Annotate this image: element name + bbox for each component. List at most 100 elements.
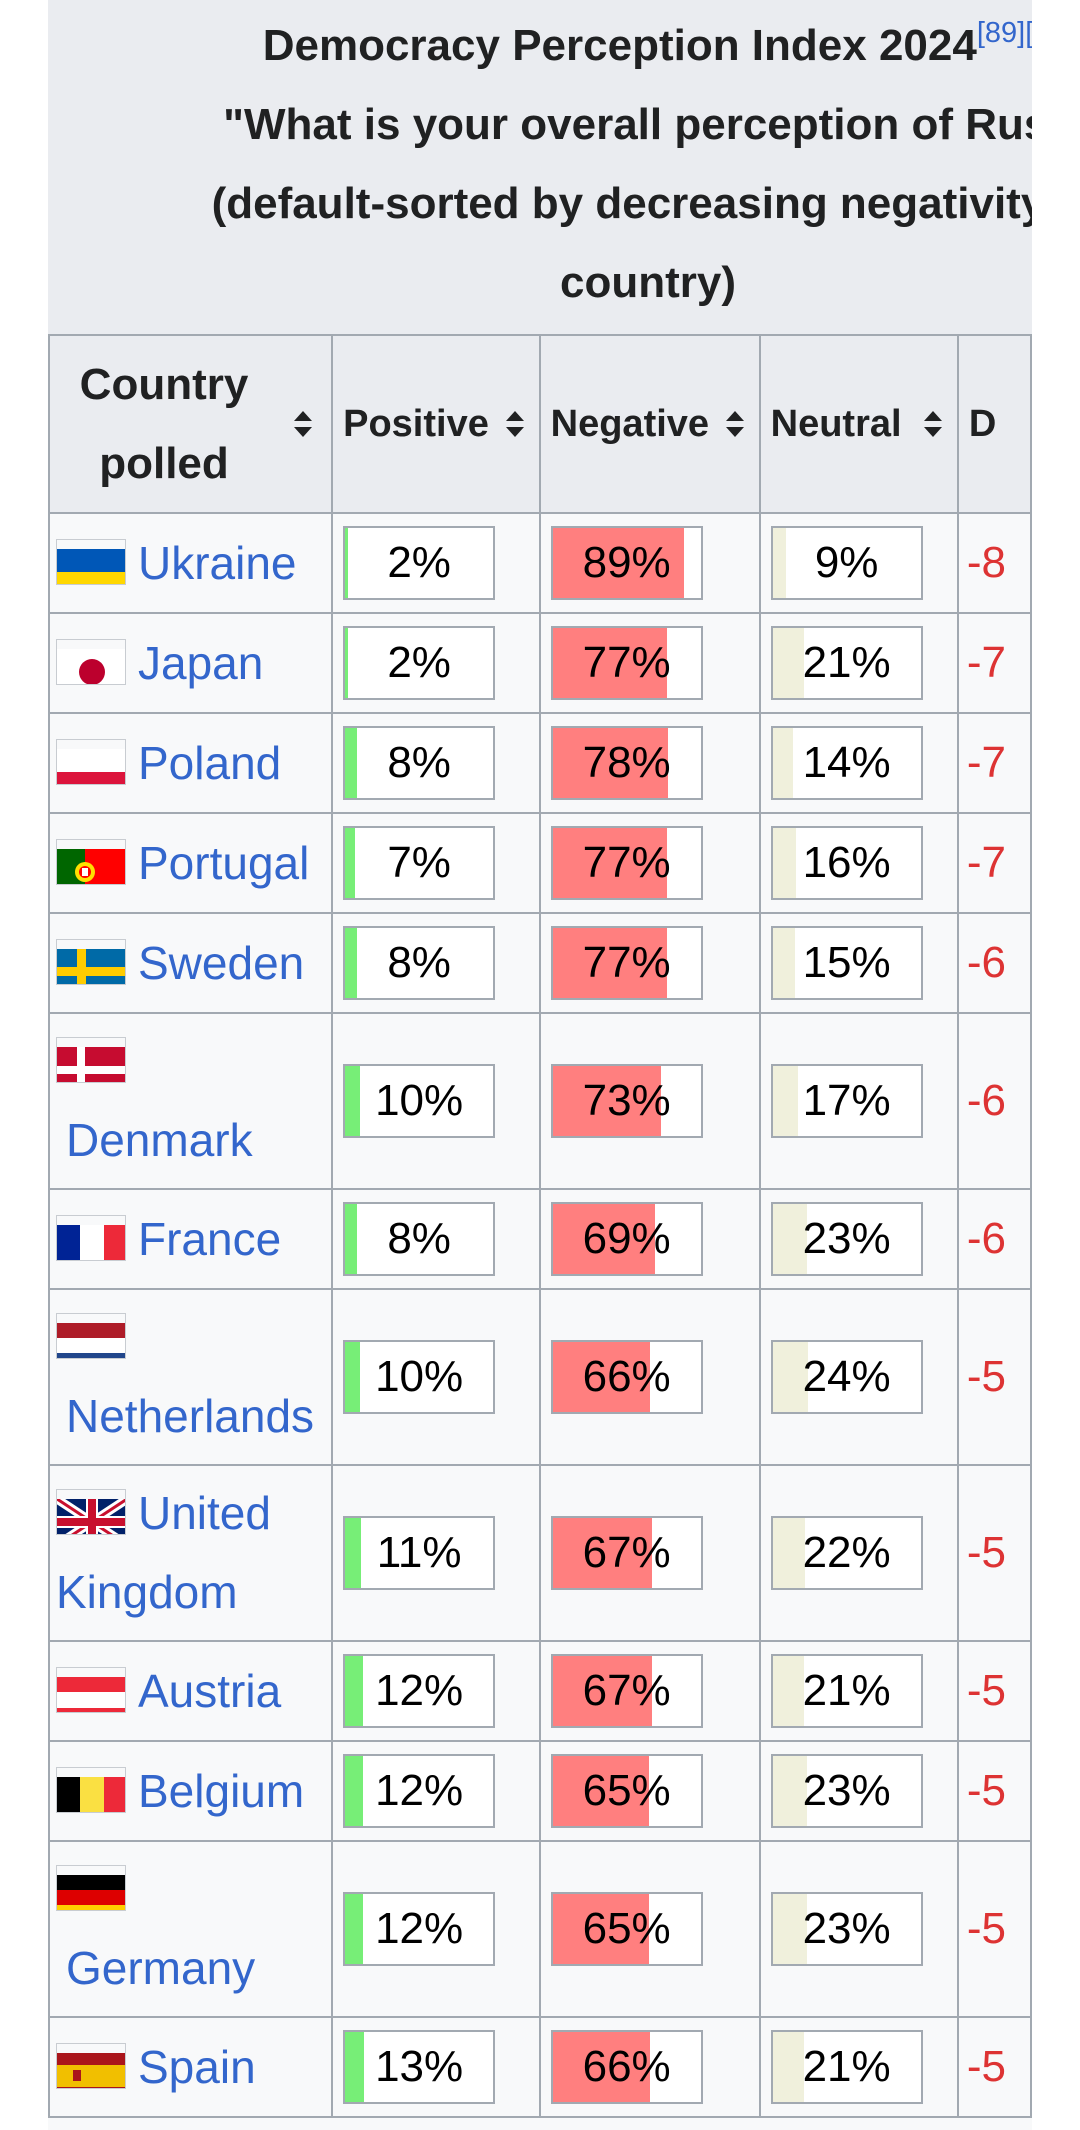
spain-flag-icon (56, 2042, 126, 2089)
country-cell: Sweden (48, 912, 334, 1014)
negative-bar: 67% (550, 1516, 703, 1590)
positive-bar-fill (345, 828, 356, 898)
neutral-percent: 21% (802, 638, 891, 687)
positive-bar: 10% (343, 1340, 496, 1414)
caption-reference[interactable]: [89][ (976, 17, 1032, 49)
neutral-cell: 16% (758, 812, 959, 914)
germany-flag-icon (56, 1865, 126, 1911)
header-country-label: Country polled (79, 360, 249, 488)
neutral-bar: 17% (770, 1064, 923, 1138)
header-negative[interactable]: Negative (538, 334, 761, 514)
neutral-bar-fill (772, 1066, 798, 1136)
neutral-bar-fill (772, 1518, 806, 1588)
negative-percent: 66% (582, 1352, 671, 1401)
positive-bar-fill (345, 1204, 357, 1274)
sort-arrows-icon[interactable] (923, 411, 943, 437)
table-row: United Kingdom 11% 67% 22% -5 (48, 1464, 1032, 1642)
ukraine-flag-icon (56, 538, 126, 585)
neutral-bar-fill (772, 1894, 807, 1964)
country-link[interactable]: France (138, 1212, 282, 1265)
country-cell: United Kingdom (48, 1464, 334, 1642)
negative-bar-fill (552, 628, 667, 698)
country-link[interactable]: Portugal (138, 836, 310, 889)
table-row: Germany 12% 65% 23% -5 (48, 1840, 1032, 2018)
neutral-percent: 9% (814, 538, 879, 587)
negative-percent: 73% (582, 1076, 671, 1125)
table-row: Japan 2% 77% 21% -7 (48, 612, 1032, 714)
positive-cell: 10% (331, 1288, 541, 1466)
neutral-percent: 24% (802, 1352, 891, 1401)
positive-percent: 12% (375, 1666, 464, 1715)
sort-arrows-icon[interactable] (725, 411, 745, 437)
positive-bar-fill (345, 1756, 363, 1826)
country-link[interactable]: Belgium (138, 1764, 305, 1817)
neutral-bar-fill (772, 2032, 804, 2102)
country-link[interactable]: Denmark (66, 1114, 253, 1166)
sort-arrows-icon[interactable] (293, 411, 313, 437)
table-row: France 8% 69% 23% -6 (48, 1188, 1032, 1290)
negative-percent: 77% (582, 938, 671, 987)
neutral-cell: 24% (758, 1288, 959, 1466)
neutral-percent: 15% (802, 938, 891, 987)
header-positive[interactable]: Positive (331, 334, 541, 514)
negative-bar: 67% (550, 1654, 703, 1728)
positive-cell: 8% (331, 1188, 541, 1290)
positive-bar: 2% (343, 526, 496, 600)
sort-arrows-icon[interactable] (505, 411, 525, 437)
country-link[interactable]: Ukraine (138, 536, 297, 589)
country-link[interactable]: Austria (138, 1664, 282, 1717)
table-row: Denmark 10% 73% 17% -6 (48, 1012, 1032, 1190)
country-link[interactable]: Netherlands (66, 1390, 315, 1442)
neutral-bar-fill (772, 928, 795, 998)
positive-bar: 2% (343, 626, 496, 700)
positive-percent: 13% (375, 2042, 464, 2091)
neutral-cell: 21% (758, 612, 959, 714)
positive-bar-fill (345, 728, 357, 798)
negative-cell: 66% (538, 2016, 761, 2118)
positive-bar: 8% (343, 1202, 496, 1276)
positive-bar: 8% (343, 926, 496, 1000)
neutral-percent: 16% (802, 838, 891, 887)
difference-cell: -6 (956, 1188, 1032, 1290)
negative-percent: 77% (582, 838, 671, 887)
negative-percent: 89% (582, 538, 671, 587)
negative-bar: 65% (550, 1892, 703, 1966)
perception-table-container: Democracy Perception Index 2024[89][ "Wh… (48, 0, 1032, 2130)
negative-bar: 77% (550, 626, 703, 700)
difference-cell: -5 (956, 1740, 1032, 1842)
belgium-flag-icon (56, 1766, 126, 1813)
country-cell: Japan (48, 612, 334, 714)
positive-percent: 12% (375, 1904, 464, 1953)
neutral-bar-fill (772, 728, 794, 798)
negative-cell: 73% (538, 1012, 761, 1190)
country-link[interactable]: Sweden (138, 936, 305, 989)
caption-sort-note-end: country) (560, 258, 736, 307)
portugal-flag-icon (56, 838, 126, 885)
neutral-bar: 23% (770, 1892, 923, 1966)
table-row: Ukraine 2% 89% 9% -8 (48, 512, 1032, 614)
table-row: Austria 12% 67% 21% -5 (48, 1640, 1032, 1742)
positive-percent: 12% (375, 1766, 464, 1815)
country-cell: Poland (48, 712, 334, 814)
header-country-polled[interactable]: Country polled (48, 334, 334, 514)
neutral-bar-fill (772, 1656, 804, 1726)
negative-bar: 66% (550, 2030, 703, 2104)
header-neutral[interactable]: Neutral (758, 334, 959, 514)
positive-cell: 10% (331, 1012, 541, 1190)
positive-bar: 13% (343, 2030, 496, 2104)
positive-percent: 2% (387, 638, 451, 687)
country-link[interactable]: Spain (138, 2040, 256, 2093)
country-link[interactable]: Japan (138, 636, 264, 689)
caption-sort-note: (default-sorted by decreasing negativity… (211, 179, 1032, 228)
netherlands-flag-icon (56, 1313, 126, 1359)
caption-title-line: Democracy Perception Index 2024[89][ (48, 6, 1032, 85)
positive-cell: 11% (331, 1464, 541, 1642)
neutral-cell: 23% (758, 1840, 959, 2018)
negative-percent: 65% (582, 1766, 671, 1815)
header-difference[interactable]: D (956, 334, 1032, 514)
neutral-percent: 22% (802, 1528, 891, 1577)
country-link[interactable]: United Kingdom (56, 1487, 271, 1618)
country-link[interactable]: Germany (66, 1942, 256, 1994)
country-link[interactable]: Poland (138, 736, 282, 789)
negative-bar: 89% (550, 526, 703, 600)
